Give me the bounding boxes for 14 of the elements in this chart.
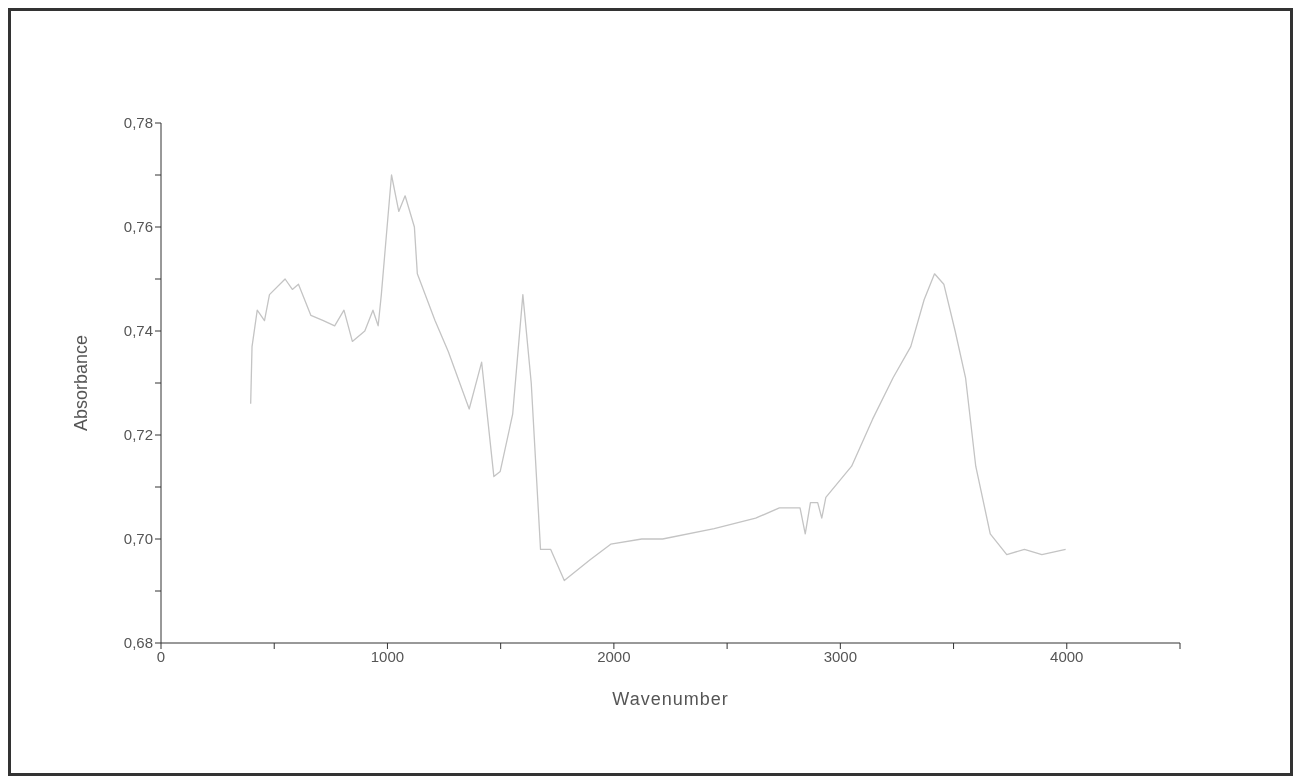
line-series — [250, 174, 1067, 582]
y-tick-label: 0,68 — [123, 634, 153, 652]
x-axis-title: Wavenumber — [612, 689, 729, 709]
y-tick-label: 0,74 — [123, 322, 153, 340]
x-tick-label: 1000 — [370, 647, 405, 665]
x-tick-label: 3000 — [823, 647, 858, 665]
y-tick-label: 0,78 — [123, 114, 153, 132]
y-tick-label: 0,76 — [123, 218, 153, 236]
x-tick-label: 4000 — [1050, 647, 1084, 665]
y-tick-label: 0,72 — [123, 426, 153, 444]
x-tick-label: 2000 — [597, 647, 631, 665]
y-tick-label: 0,70 — [123, 530, 153, 548]
x-tick-label: 0 — [156, 647, 166, 665]
y-axis-title: Absorbance — [71, 334, 92, 432]
